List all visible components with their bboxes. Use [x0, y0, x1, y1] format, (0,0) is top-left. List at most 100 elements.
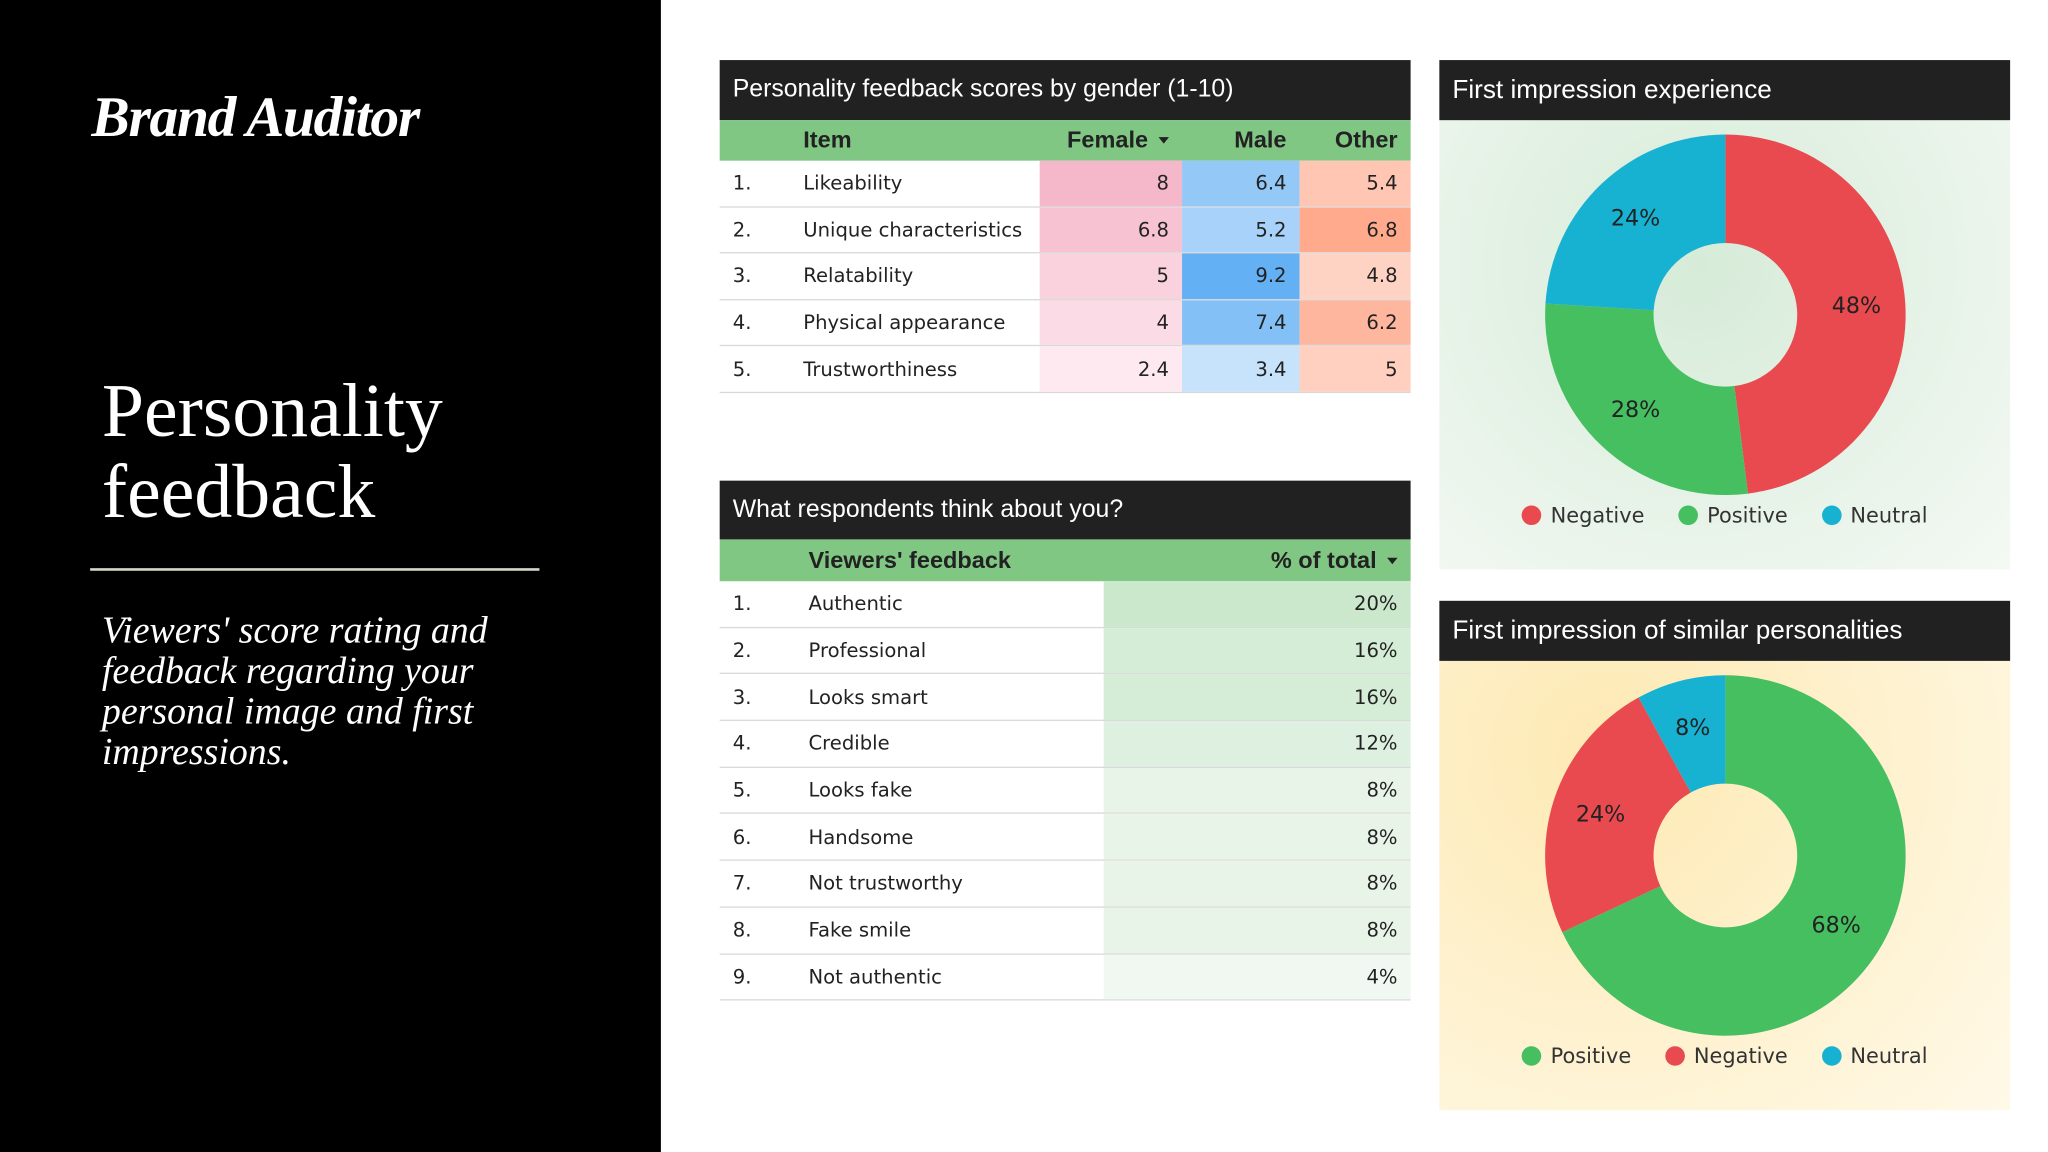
row-feedback: Fake smile: [808, 918, 912, 942]
column-header-row: Item Female Male Other: [719, 120, 1411, 161]
row-item: Physical appearance: [803, 310, 1006, 335]
score-cell: 8: [1039, 160, 1183, 206]
sidebar: Brand Auditor Personality feedback Viewe…: [0, 0, 661, 1152]
share-cell: 8%: [1103, 907, 1411, 953]
table-title: What respondents think about you?: [719, 480, 1411, 540]
legend-label: Negative: [1693, 1043, 1788, 1069]
row-index: 4.: [732, 731, 752, 756]
table-row: 5. Looks fake 8%: [719, 767, 1411, 815]
legend-label: Positive: [1550, 1043, 1632, 1069]
row-feedback: Looks fake: [808, 778, 913, 803]
table-row: 3. Relatability 5 9.2 4.8: [719, 253, 1411, 301]
slice-label: 48%: [1832, 293, 1881, 319]
column-header: Item: [803, 120, 1039, 160]
legend-swatch: [1821, 505, 1842, 526]
row-index: 3.: [732, 264, 752, 288]
row-feedback: Looks smart: [808, 685, 928, 709]
table-row: 2. Unique characteristics 6.8 5.2 6.8: [719, 207, 1411, 254]
row-index: 8.: [732, 918, 752, 942]
legend-swatch: [1521, 1046, 1542, 1066]
legend-entry: Negative: [1521, 502, 1645, 528]
share-cell: 8%: [1103, 767, 1411, 813]
column-header-row: Viewers' feedback % of total: [719, 539, 1411, 582]
feedback-table: What respondents think about you? Viewers…: [719, 480, 1411, 1001]
description: Viewers' score rating and feedback regar…: [101, 609, 488, 774]
sort-arrow: [1387, 557, 1398, 564]
share-cell: 20%: [1103, 581, 1411, 627]
table-row: 4. Credible 12%: [719, 721, 1411, 768]
legend-label: Neutral: [1850, 1043, 1928, 1069]
table-row: 1. Authentic 20%: [719, 581, 1411, 628]
table-row: 8. Fake smile 8%: [719, 907, 1411, 955]
share-cell: 4%: [1103, 954, 1411, 1000]
row-feedback: Handsome: [808, 825, 914, 849]
legend-entry: Positive: [1521, 1043, 1632, 1069]
legend-swatch: [1821, 1046, 1842, 1066]
row-feedback: Not authentic: [808, 965, 942, 989]
row-feedback: Authentic: [808, 592, 903, 616]
table-title: Personality feedback scores by gender (1…: [719, 60, 1411, 121]
score-cell: 4.8: [1299, 253, 1411, 299]
legend: Positive Negative Neutral: [1439, 1043, 2010, 1069]
score-cell: 5.4: [1299, 160, 1411, 206]
row-feedback: Not trustworthy: [808, 871, 963, 896]
row-item: Relatability: [803, 264, 914, 288]
legend-label: Negative: [1550, 502, 1645, 528]
row-item: Trustworthiness: [803, 357, 958, 381]
slice-label: 24%: [1611, 206, 1660, 232]
column-header: Viewers' feedback: [808, 546, 1011, 573]
row-index: 7.: [732, 871, 752, 896]
pie-slice: [1725, 134, 1906, 494]
chart-panel: First impression of similar personalitie…: [1439, 600, 2011, 1111]
legend-entry: Negative: [1665, 1043, 1788, 1069]
row-index: 2.: [732, 217, 752, 242]
table-row: 4. Physical appearance 4 7.4 6.2: [719, 300, 1411, 347]
score-cell: 6.8: [1299, 207, 1411, 253]
row-index: 5.: [732, 357, 752, 381]
chart: 68% 24% 8%: [1545, 675, 1906, 1036]
legend: Negative Positive Neutral: [1439, 503, 2010, 528]
row-index: 3.: [732, 685, 752, 709]
legend-entry: Positive: [1678, 503, 1788, 528]
chart-title: First impression of similar personalitie…: [1439, 600, 2011, 661]
score-cell: 6.2: [1299, 300, 1411, 346]
share-cell: 16%: [1103, 627, 1411, 674]
legend-entry: Neutral: [1821, 502, 1928, 528]
table-row: 7. Not trustworthy 8%: [719, 860, 1411, 908]
table-row: 9. Not authentic 4%: [719, 954, 1411, 1001]
pie-slice: [1638, 675, 1726, 793]
slice-label: 68%: [1812, 912, 1861, 938]
row-index: 9.: [732, 965, 752, 989]
column-label: % of total: [1270, 546, 1377, 573]
legend-label: Neutral: [1850, 502, 1928, 528]
share-cell: 8%: [1103, 814, 1411, 860]
score-cell: 6.8: [1039, 207, 1183, 253]
pie-slice: [1562, 675, 1906, 1036]
score-cell: 3.4: [1182, 346, 1300, 392]
score-cell: 6.4: [1182, 160, 1300, 206]
table-row: 6. Handsome 8%: [719, 814, 1411, 861]
legend-swatch: [1678, 505, 1698, 526]
pie-slice: [1545, 134, 1726, 311]
row-index: 1.: [732, 592, 752, 616]
score-cell: 4: [1039, 300, 1183, 346]
score-cell: 5: [1299, 346, 1411, 392]
row-index: 4.: [732, 310, 752, 335]
column-label: Item: [803, 126, 852, 153]
legend-swatch: [1521, 505, 1542, 526]
chart: 48% 28% 24%: [1545, 134, 1906, 496]
chart-title: First impression experience: [1439, 60, 2011, 121]
legend-swatch: [1665, 1046, 1685, 1066]
table-row: 3. Looks smart 16%: [719, 674, 1411, 722]
row-item: Unique characteristics: [803, 217, 1023, 242]
column-header: Male: [1182, 120, 1300, 160]
brand-logo: Brand Auditor: [91, 84, 420, 149]
score-cell: 2.4: [1039, 346, 1183, 392]
slice-label: 28%: [1611, 397, 1660, 423]
share-cell: 12%: [1103, 721, 1411, 767]
divider: [90, 568, 540, 571]
legend-entry: Neutral: [1821, 1043, 1928, 1069]
page-title: Personality feedback: [101, 368, 443, 535]
